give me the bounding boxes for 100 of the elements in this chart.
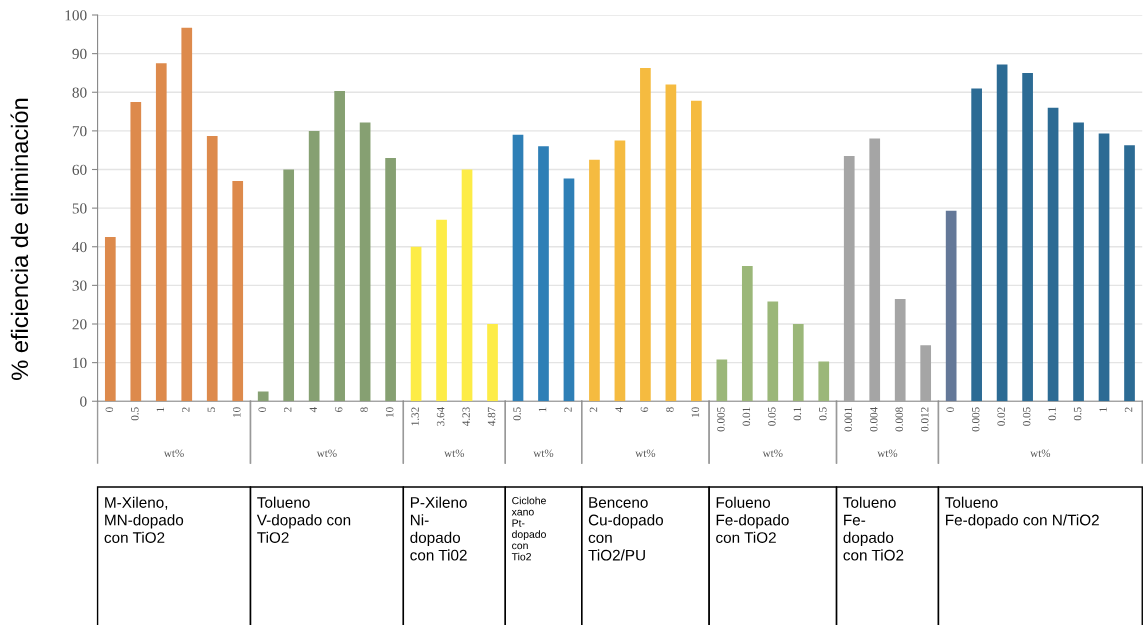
bar [181, 27, 193, 402]
bar [283, 169, 295, 402]
y-axis-title: % eficiencia de eliminación [10, 98, 29, 380]
bar [920, 345, 932, 402]
text: Tolueno Fe-dopado con N/TiO2 [945, 496, 1099, 529]
bar [741, 266, 753, 402]
x-tick-label: 4.87 [487, 407, 496, 427]
bar [1124, 145, 1135, 402]
bar [436, 219, 447, 402]
bar [563, 178, 575, 402]
x-tick-label: 8 [360, 407, 368, 412]
y-tick-label: 90 [72, 48, 87, 60]
bar [538, 146, 549, 402]
y-tick-label: 70 [72, 126, 87, 137]
bar [767, 301, 779, 402]
bar [487, 324, 498, 402]
bar [691, 100, 702, 402]
bar [308, 130, 320, 402]
x-tick-label: 1 [156, 407, 164, 412]
bar [945, 210, 957, 402]
x-tick-label: 2 [589, 407, 598, 412]
x-tick-label: 6 [640, 407, 649, 412]
bar [130, 101, 142, 402]
x-tick-label: 1 [1099, 407, 1107, 412]
bar [206, 135, 218, 402]
x-tick-label: 0.008 [895, 407, 904, 432]
bar [818, 361, 830, 402]
x-tick-label: 0 [105, 407, 114, 412]
bar [792, 324, 804, 402]
bar [971, 88, 982, 402]
bar [869, 138, 881, 402]
x-tick-label: 4.23 [462, 407, 470, 427]
x-tick-label: 0 [946, 407, 954, 412]
x-tick-label: 0.05 [768, 407, 776, 426]
x-tick-label: 4 [309, 406, 317, 413]
y-tick-label: 50 [72, 203, 87, 214]
x-tick-label: 0.001 [844, 407, 853, 432]
x-tick-label: 5 [207, 407, 216, 412]
y-tick-label: 100 [65, 10, 87, 21]
y-tick-label: 80 [72, 87, 87, 98]
x-tick-label: 0.004 [870, 406, 878, 432]
bar [640, 67, 651, 402]
bar [1022, 72, 1033, 402]
x-tick-label: 10 [385, 407, 394, 417]
y-tick-label: 40 [72, 241, 87, 253]
x-tick-label: 10 [691, 407, 700, 417]
bar [257, 391, 269, 402]
text: wt% [762, 449, 783, 457]
x-tick-label: 0.012 [920, 407, 929, 432]
text: Folueno Fe-dopado con TiO2 [716, 496, 789, 543]
x-tick-label: 0.5 [513, 407, 521, 421]
y-tick-label: 60 [72, 164, 87, 175]
x-tick-label: 1 [538, 407, 547, 412]
text: wt% [635, 449, 656, 457]
text: Benceno Cu-dopado con TiO2/PU [588, 497, 664, 561]
x-tick-label: 0.5 [131, 407, 139, 421]
x-tick-label: 2 [182, 407, 190, 412]
bar [614, 140, 626, 402]
text: Tolueno V-dopado con TiO2 [256, 496, 351, 543]
bar [996, 64, 1008, 402]
text: Tolueno Fe- dopado con TiO2 [843, 496, 904, 561]
x-tick-label: 1.32 [411, 407, 419, 426]
bar [1047, 107, 1059, 402]
bar [155, 63, 167, 402]
bar [843, 155, 855, 402]
bar [410, 246, 422, 402]
bar [1073, 122, 1084, 402]
bar [665, 84, 677, 402]
y-tick-label: 30 [72, 280, 87, 291]
text: M-Xileno, MN-dopado con TiO2 [104, 496, 184, 543]
x-tick-label: 2 [283, 407, 292, 412]
x-tick-label: 0.005 [971, 407, 980, 432]
text: wt% [1030, 449, 1051, 457]
x-tick-label: 0.5 [1073, 407, 1082, 421]
x-tick-label: 4 [615, 406, 623, 413]
x-tick-label: 0.05 [1022, 407, 1031, 426]
x-tick-label: 0.1 [1048, 407, 1056, 421]
y-tick-label: 10 [73, 357, 87, 369]
x-tick-label: 0.5 [819, 407, 827, 421]
text: wt% [877, 449, 898, 457]
bar [104, 237, 116, 402]
text: wt% [533, 449, 554, 457]
text: wt% [316, 449, 337, 457]
bar [334, 91, 345, 402]
x-tick-label: 0.01 [742, 407, 751, 426]
text: P-Xileno Ni- dopado con Ti02 [410, 496, 467, 561]
y-tick-label: 20 [72, 319, 87, 330]
bar [461, 169, 473, 402]
bar [232, 181, 244, 402]
x-tick-label: 0 [258, 407, 266, 412]
bar [385, 157, 396, 402]
bar [1098, 133, 1110, 402]
x-tick-label: 10 [233, 407, 241, 417]
text: Ciclohe xano Pt- dopado con Tio2 [511, 496, 546, 561]
bar [512, 134, 524, 402]
bar [716, 359, 728, 402]
bar [894, 298, 906, 402]
x-tick-label: 0.02 [997, 407, 1005, 426]
text: wt% [444, 449, 465, 457]
bar [359, 122, 371, 402]
